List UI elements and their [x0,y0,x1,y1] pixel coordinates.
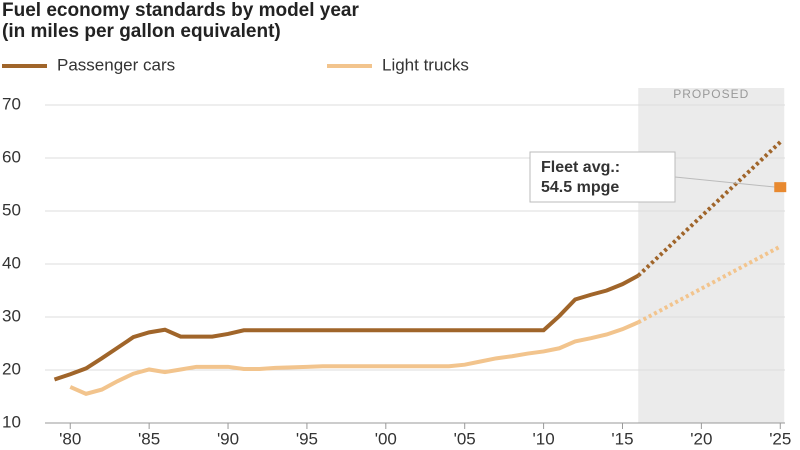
x-tick-label: '80 [59,429,81,448]
x-tick-label: '25 [769,429,791,448]
chart-subtitle: (in miles per gallon equivalent) [2,21,281,42]
annotation-leader [674,176,777,188]
legend-label: Light trucks [382,55,469,74]
chart-title: Fuel economy standards by model year [2,0,359,21]
y-tick-label: 70 [2,94,21,113]
x-tick-label: '95 [296,429,318,448]
y-tick-label: 30 [2,306,21,325]
y-tick-label: 40 [2,253,21,272]
y-tick-label: 50 [2,200,21,219]
annotation-box [529,151,676,203]
annotation-text: 54.5 mpge [541,179,619,196]
x-tick-label: '85 [138,429,160,448]
x-tick-label: '10 [533,429,555,448]
y-tick-label: 20 [2,359,21,378]
x-tick-label: '20 [690,429,712,448]
x-tick-label: '05 [454,429,476,448]
line-proposed [637,244,782,325]
legend-label: Passenger cars [57,55,175,74]
x-tick-label: '90 [217,429,239,448]
proposed-label: PROPOSED [673,87,749,101]
annotation-text: Fleet avg.: [541,159,620,176]
annotation-marker [774,182,787,193]
x-tick-label: '00 [375,429,397,448]
y-tick-label: 10 [2,412,21,431]
line [69,320,640,396]
y-tick-label: 60 [2,147,21,166]
line [53,273,640,382]
line-proposed [636,140,782,278]
x-tick-label: '15 [611,429,633,448]
